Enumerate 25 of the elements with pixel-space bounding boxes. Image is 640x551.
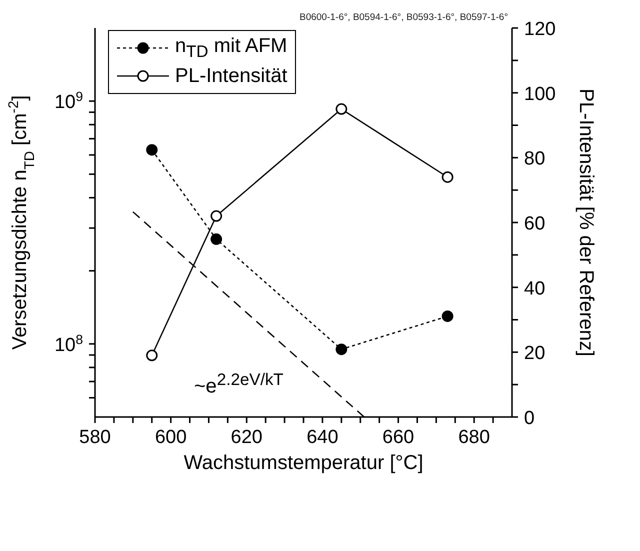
text: B0600-1-6°, B0594-1-6°, B0593-1-6°, B0597-1-6° [300,12,508,23]
point [146,144,158,156]
x-tick-label: 660 [382,427,414,448]
x-tick-label: 620 [230,427,262,448]
y-tick-label: 10$^{8}$ [54,331,83,356]
y2-tick-label: 120 [524,19,556,40]
y2-axis-title: PL-Intensität [% der Referenz] [575,88,597,356]
point [336,344,348,356]
point [442,310,454,322]
x-axis-title: Wachstumstemperatur [°C] [184,452,424,474]
y2-tick-label: 20 [524,343,546,364]
point [210,233,222,245]
y2-tick-label: 60 [524,214,546,234]
y2-tick-label: 40 [524,278,546,300]
x-tick-label: 580 [79,427,111,448]
legend-label: PL-Intensität [175,64,288,88]
x-tick-label: 640 [306,427,338,448]
y2-tick-label: 100 [524,84,556,105]
y-tick-label: 10$^{9}$ [54,88,83,114]
y2-tick-label: 80 [524,148,546,170]
x-tick-label: 680 [458,427,490,448]
legend-label: n$_{TD}$ mit AFM [175,34,288,62]
y2-tick-label: 0 [524,408,535,429]
x-tick-label: 600 [154,427,187,448]
annotation: ~e$^{2.2eV/kT}$ [194,370,284,399]
